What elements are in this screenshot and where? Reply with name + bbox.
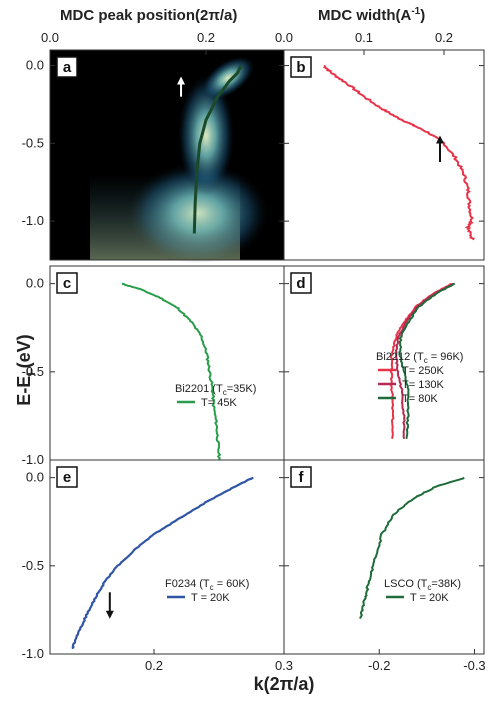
panel-c-legend-label-0: T= 45K bbox=[201, 397, 237, 409]
panel-c-letter: c bbox=[56, 272, 78, 294]
y-axis-title: E-EF(eV) bbox=[14, 334, 38, 405]
panel-e-letter: e bbox=[56, 466, 78, 488]
top-right-axis-title: MDC width(A-1) bbox=[318, 6, 425, 24]
panel-f-x-label-0: -0.2 bbox=[368, 658, 390, 673]
panel-e-arrow-head bbox=[105, 610, 114, 619]
panel-b-arrow bbox=[436, 135, 444, 162]
panel-c-legend-title-part-0: Bi2201 (T bbox=[175, 383, 223, 395]
panel-c-series-line bbox=[121, 282, 222, 461]
panel-e-letter-text: e bbox=[63, 469, 71, 486]
panel-b-top-x-label-2: 0.2 bbox=[435, 30, 453, 45]
panel-f-letter-box bbox=[290, 466, 312, 488]
panel-d-legend-title-part-2: = 96K) bbox=[428, 351, 464, 363]
panel-e-letter-box bbox=[56, 466, 78, 488]
panel-b-letter: b bbox=[290, 56, 312, 78]
panel-e-x-label-0: 0.2 bbox=[145, 658, 163, 673]
panel-d-legend-title-part-0: Bi2212 (T bbox=[376, 351, 424, 363]
panel-a-arrow-head bbox=[177, 76, 186, 85]
panel-c-y-label-1: -0.5 bbox=[22, 364, 44, 379]
panel-f-letter: f bbox=[290, 466, 312, 488]
panel-f-legend-label-0: T = 20K bbox=[410, 592, 449, 604]
panel-d-legend-title: Bi2212 (Tc = 96K) bbox=[376, 351, 463, 365]
panel-b-top-x-label-1: 0.1 bbox=[355, 30, 373, 45]
panel-e-y-label-0: 0.0 bbox=[26, 470, 44, 485]
panel-b-series-line bbox=[322, 64, 476, 241]
panel-e-frame bbox=[49, 459, 285, 655]
panel-c-legend-title-part-1: c bbox=[223, 388, 227, 397]
top-right-axis-title-main: MDC width(A bbox=[318, 7, 411, 24]
panel-e-legend-title-part-2: = 60K) bbox=[214, 578, 250, 590]
panel-b-top-x-label-0: 0.0 bbox=[275, 30, 293, 45]
panel-e-legend-label-0: T = 20K bbox=[191, 592, 230, 604]
panel-c-legend-title: Bi2201 (Tc=35K) bbox=[175, 383, 256, 397]
x-axis-title: k(2π/a) bbox=[254, 674, 315, 694]
panel-a-y-label-1: -0.5 bbox=[22, 135, 44, 150]
panel-a-letter-text: a bbox=[63, 59, 72, 76]
panel-d-frame bbox=[283, 265, 485, 461]
panel-d-series-line-2 bbox=[398, 282, 456, 439]
panel-f-x-label-1: -0.3 bbox=[463, 658, 485, 673]
panel-a-top-x-label-0: 0.0 bbox=[41, 30, 59, 45]
panel-a-letter-box bbox=[56, 56, 78, 78]
panel-e-y-label-2: -1.0 bbox=[22, 646, 44, 661]
top-left-axis-title: MDC peak position(2π/a) bbox=[60, 7, 237, 24]
panel-f-letter-text: f bbox=[299, 469, 305, 486]
panel-a-dispersion-line bbox=[192, 64, 243, 234]
panel-c-letter-text: c bbox=[63, 275, 71, 292]
panel-c-legend-title-part-2: =35K) bbox=[227, 383, 257, 395]
panel-a-y-label-0: 0.0 bbox=[26, 58, 44, 73]
panel-b-arrow-head bbox=[436, 135, 444, 144]
panel-e-x-label-1: 0.3 bbox=[275, 658, 293, 673]
panel-e-arrow bbox=[105, 592, 114, 619]
panel-d-legend-title-part-1: c bbox=[424, 356, 428, 365]
panel-e-series-line bbox=[71, 476, 254, 650]
panel-c-y-label-0: 0.0 bbox=[26, 276, 44, 291]
panel-f-frame bbox=[283, 459, 485, 655]
panel-d-legend-label-2: T= 80K bbox=[402, 393, 438, 405]
top-right-axis-title-close: ) bbox=[420, 7, 425, 24]
panel-a-letter: a bbox=[56, 56, 78, 78]
panel-d-letter: d bbox=[290, 272, 312, 294]
panel-f-legend-title-part-0: LSCO (T bbox=[384, 578, 428, 590]
panel-f-legend-title-part-2: =38K) bbox=[431, 578, 461, 590]
panel-c-frame bbox=[49, 265, 285, 461]
panel-a-y-label-2: -1.0 bbox=[22, 213, 44, 228]
panel-e-legend-title-part-1: c bbox=[210, 583, 214, 592]
y-axis-title-sub: F bbox=[24, 368, 38, 375]
panel-c-y-label-2: -1.0 bbox=[22, 452, 44, 467]
panel-d-legend-label-0: T= 250K bbox=[402, 365, 445, 377]
panel-b-frame bbox=[283, 49, 485, 261]
panel-e-legend-title-part-0: F0234 (T bbox=[165, 578, 210, 590]
panel-a-arrow bbox=[177, 76, 186, 97]
panel-d-series-line-0 bbox=[389, 282, 453, 440]
panel-e-y-label-1: -0.5 bbox=[22, 558, 44, 573]
panel-f-legend-title: LSCO (Tc=38K) bbox=[384, 578, 461, 592]
y-axis-title-units: (eV) bbox=[14, 334, 34, 368]
panel-b-letter-box bbox=[290, 56, 312, 78]
panel-d-letter-box bbox=[290, 272, 312, 294]
panel-a-glow-mid bbox=[178, 75, 234, 196]
panel-e-legend-title: F0234 (Tc = 60K) bbox=[165, 578, 249, 592]
panels-group: a0.0 0.20.0-0.5-1.0b0.0 0.1 0.2c0.0-0.5-1.0… bbox=[22, 30, 486, 673]
panel-a-top-x-label-1: 0.2 bbox=[197, 30, 215, 45]
panel-c-letter-box bbox=[56, 272, 78, 294]
panel-f-legend-title-part-1: c bbox=[427, 583, 431, 592]
panel-d-letter-text: d bbox=[296, 275, 305, 292]
top-right-axis-title-sup: -1 bbox=[411, 6, 420, 17]
panel-d-legend-label-1: T= 130K bbox=[402, 379, 445, 391]
panel-a-glow-floor bbox=[90, 174, 240, 260]
y-axis-title-main: E-E bbox=[14, 376, 34, 406]
panel-b-letter-text: b bbox=[296, 59, 305, 76]
panel-f-series-line bbox=[359, 476, 465, 619]
